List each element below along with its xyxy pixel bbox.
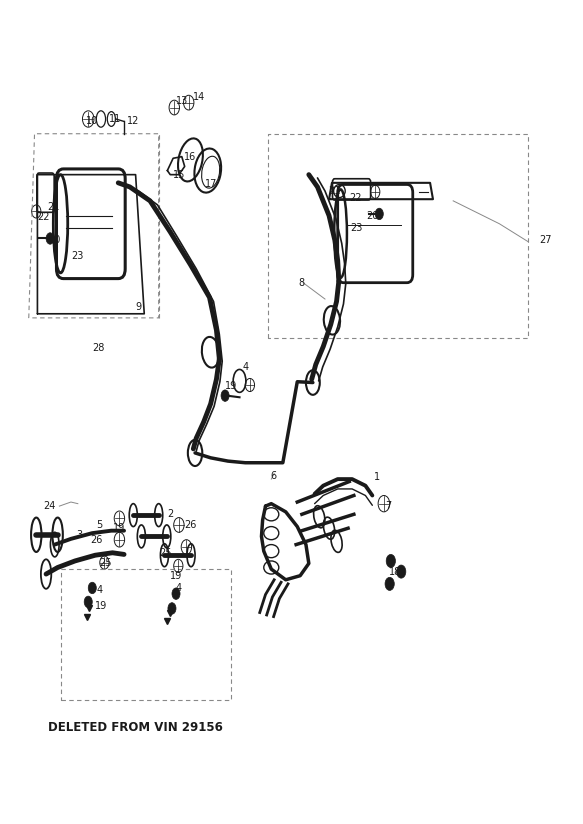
Circle shape (168, 602, 176, 614)
Text: 28: 28 (92, 343, 104, 353)
Circle shape (46, 232, 54, 244)
Circle shape (375, 208, 383, 220)
Text: 26: 26 (184, 520, 196, 530)
Circle shape (396, 565, 406, 578)
Text: 21: 21 (47, 203, 60, 213)
Text: 17: 17 (205, 180, 217, 190)
Text: 4: 4 (97, 585, 103, 596)
Text: 21: 21 (329, 186, 341, 196)
Text: 9: 9 (135, 302, 142, 312)
Text: 1: 1 (374, 472, 380, 483)
Text: 10: 10 (86, 116, 99, 126)
Text: 3: 3 (76, 530, 82, 540)
Text: 5: 5 (97, 520, 103, 530)
Circle shape (88, 583, 96, 594)
Text: 27: 27 (539, 235, 552, 245)
Text: 19: 19 (113, 523, 125, 533)
Text: 15: 15 (173, 170, 185, 180)
Text: 23: 23 (350, 222, 363, 233)
Text: 18: 18 (389, 567, 402, 577)
Text: DELETED FROM VIN 29156: DELETED FROM VIN 29156 (48, 721, 223, 734)
Text: 4: 4 (243, 362, 248, 372)
Text: 16: 16 (184, 152, 196, 162)
Circle shape (386, 555, 395, 568)
Text: 14: 14 (193, 92, 205, 102)
Text: 12: 12 (127, 115, 139, 125)
Circle shape (221, 390, 229, 401)
Text: 11: 11 (109, 114, 121, 124)
Text: 22: 22 (37, 213, 50, 222)
Text: 23: 23 (72, 251, 84, 261)
Text: 22: 22 (349, 193, 361, 203)
Text: 19: 19 (95, 601, 107, 611)
Text: 8: 8 (299, 278, 305, 288)
Text: 25: 25 (99, 558, 112, 568)
Text: 7: 7 (385, 501, 392, 511)
Text: 24: 24 (43, 501, 55, 511)
Text: 20: 20 (366, 211, 378, 221)
Circle shape (172, 588, 180, 599)
Text: 25: 25 (159, 548, 172, 558)
Text: 6: 6 (270, 471, 276, 481)
Text: 20: 20 (48, 235, 61, 245)
Text: 19: 19 (170, 571, 182, 581)
Text: 19: 19 (224, 381, 237, 391)
Text: 26: 26 (90, 535, 103, 545)
Circle shape (84, 596, 92, 607)
Text: 4: 4 (176, 583, 182, 593)
Circle shape (385, 578, 394, 591)
Text: 13: 13 (175, 96, 188, 106)
Text: 2: 2 (167, 509, 173, 519)
